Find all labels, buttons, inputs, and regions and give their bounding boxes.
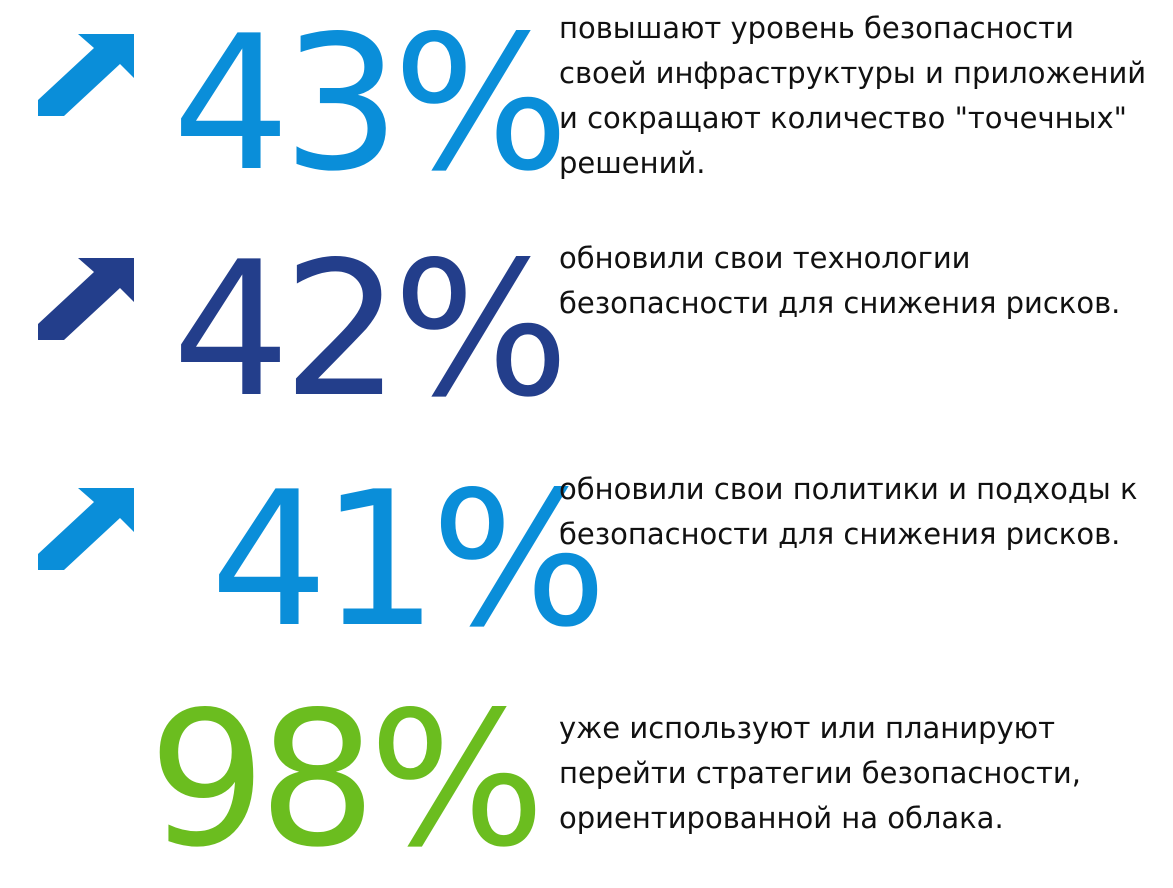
stat-description: обновили свои технологии безопасности дл… — [559, 236, 1164, 326]
stat-description-line: безопасности для снижения рисков. — [559, 517, 1121, 551]
stat-block-2: 42% обновили свои технологии безопасност… — [0, 221, 1173, 438]
stat-description-line: обновили свои политики и подходы к — [559, 472, 1138, 506]
stat-block-1: 43% повышают уровень безопасности своей … — [0, 0, 1173, 212]
stat-description-line: обновили свои технологии — [559, 241, 971, 275]
stat-value: 42% — [172, 221, 569, 438]
stat-description-line: ориентированной на облака. — [559, 801, 1004, 835]
up-right-arrow-icon — [38, 482, 142, 570]
stat-description-line: решений. — [559, 146, 706, 180]
stat-description-line: уже используют или планируют — [559, 711, 1055, 745]
stat-description-line: повышают уровень безопасности — [559, 11, 1074, 45]
stat-value: 43% — [172, 0, 569, 212]
up-right-arrow-icon — [38, 252, 142, 340]
stat-description-line: и сокращают количество "точечных" — [559, 101, 1128, 135]
stat-value: 98% — [148, 671, 545, 888]
stat-block-4: 98% уже используют или планируют перейти… — [0, 671, 1173, 888]
stat-block-3: 41% обновили свои политики и подходы к б… — [0, 451, 1173, 668]
stat-description: повышают уровень безопасности своей инфр… — [559, 6, 1164, 186]
stat-description: уже используют или планируют перейти стр… — [559, 706, 1164, 841]
up-right-arrow-icon — [38, 28, 142, 116]
stat-value: 41% — [210, 451, 607, 668]
stat-description-line: своей инфраструктуры и приложений — [559, 56, 1147, 90]
stat-description-line: безопасности для снижения рисков. — [559, 286, 1121, 320]
stat-description-line: перейти стратегии безопасности, — [559, 756, 1081, 790]
stat-description: обновили свои политики и подходы к безоп… — [559, 467, 1164, 557]
